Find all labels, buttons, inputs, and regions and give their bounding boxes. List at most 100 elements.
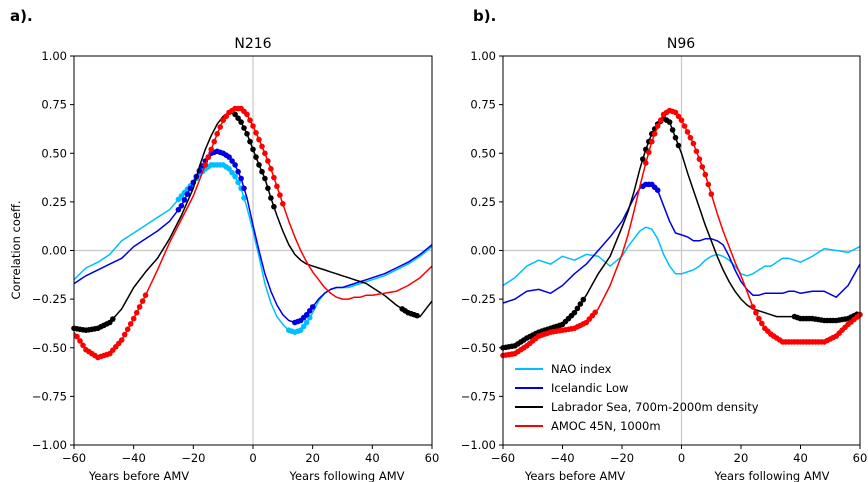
significance-marker bbox=[693, 148, 700, 155]
significance-marker bbox=[297, 327, 304, 334]
series-line bbox=[502, 117, 861, 349]
significance-marker bbox=[238, 119, 244, 125]
y-tick-label: 0.50 bbox=[470, 146, 496, 160]
significance-marker bbox=[262, 150, 268, 157]
significance-marker bbox=[244, 131, 250, 137]
significance-marker bbox=[750, 304, 756, 310]
series-line bbox=[502, 183, 861, 304]
significance-marker bbox=[675, 142, 682, 149]
significance-marker bbox=[223, 113, 229, 120]
panel-b-xlabel-left: Years before AMV bbox=[524, 469, 625, 482]
significance-marker bbox=[699, 164, 706, 170]
significance-marker bbox=[574, 305, 581, 312]
y-tick-label: 0.75 bbox=[41, 98, 67, 112]
significance-marker bbox=[300, 323, 307, 330]
y-tick-label: −1.00 bbox=[461, 438, 496, 452]
significance-marker bbox=[571, 309, 578, 316]
panel-b-series-labrador-sea-700m-2000m-density bbox=[500, 115, 861, 351]
significance-marker bbox=[303, 311, 310, 318]
y-tick-label: 0.00 bbox=[470, 244, 496, 258]
significance-marker bbox=[208, 146, 214, 153]
y-tick-label: −0.50 bbox=[32, 341, 67, 355]
significance-marker bbox=[238, 175, 244, 182]
significance-marker bbox=[232, 111, 238, 118]
panel-a-ylabel: Correlation coeff. bbox=[9, 200, 23, 299]
significance-marker bbox=[684, 129, 691, 135]
significance-marker bbox=[187, 185, 194, 192]
significance-marker bbox=[133, 309, 140, 316]
panel-b-series-icelandic-low bbox=[502, 181, 861, 304]
x-tick-label: 40 bbox=[793, 451, 808, 465]
significance-marker bbox=[414, 312, 420, 319]
significance-marker bbox=[247, 138, 253, 145]
significance-marker bbox=[241, 185, 247, 192]
legend-label: Labrador Sea, 700m-2000m density bbox=[551, 400, 759, 414]
panel-a-series-labrador-sea-700m-2000m-density bbox=[71, 111, 433, 334]
legend-item: NAO index bbox=[515, 362, 612, 376]
significance-marker bbox=[274, 183, 280, 190]
significance-marker bbox=[262, 175, 268, 182]
significance-marker bbox=[181, 197, 188, 203]
significance-marker bbox=[654, 187, 661, 193]
significance-marker bbox=[202, 162, 209, 168]
series-line bbox=[73, 164, 433, 333]
significance-marker bbox=[110, 316, 116, 322]
y-tick-label: −0.75 bbox=[32, 389, 67, 403]
significance-marker bbox=[256, 162, 262, 168]
y-tick-label: −0.75 bbox=[461, 389, 496, 403]
legend-label: AMOC 45N, 1000m bbox=[551, 419, 661, 433]
panel-a-zero-lines bbox=[74, 56, 432, 445]
significance-marker bbox=[646, 149, 652, 156]
legend-item: Labrador Sea, 700m-2000m density bbox=[515, 400, 759, 414]
significance-marker bbox=[678, 117, 685, 123]
significance-marker bbox=[592, 309, 598, 316]
significance-marker bbox=[265, 158, 271, 164]
series-line bbox=[73, 150, 433, 324]
y-tick-label: −0.25 bbox=[32, 292, 67, 306]
legend-label: Icelandic Low bbox=[551, 381, 628, 395]
x-tick-label: 40 bbox=[365, 451, 380, 465]
significance-marker bbox=[280, 201, 286, 207]
significance-marker bbox=[681, 123, 688, 129]
significance-marker bbox=[124, 326, 131, 333]
significance-marker bbox=[241, 125, 247, 131]
panel-b-ticks: −60 −40 −20 0 20 40 60 −1.00 −0.75 −0.50 −0.25 0.00… bbox=[461, 49, 868, 465]
significance-marker bbox=[142, 292, 149, 299]
significance-marker bbox=[229, 169, 235, 176]
x-tick-label: 60 bbox=[853, 451, 868, 465]
significance-marker bbox=[214, 131, 220, 137]
significance-marker bbox=[175, 206, 182, 213]
significance-marker bbox=[226, 154, 232, 160]
significance-marker bbox=[184, 191, 191, 197]
y-tick-label: 0.50 bbox=[41, 146, 67, 160]
significance-marker bbox=[220, 117, 226, 123]
significance-marker bbox=[139, 298, 146, 304]
y-tick-label: −0.50 bbox=[461, 341, 496, 355]
panel-b: b). N96 Years before AMV Years following… bbox=[461, 7, 868, 482]
significance-marker bbox=[672, 109, 679, 116]
panel-a-xlabel-left: Years before AMV bbox=[88, 469, 189, 482]
significance-marker bbox=[657, 117, 664, 123]
panel-a-ticks: −60 −40 −20 0 20 40 60 −1.00 −0.75 −0.50 −0.25 0.00… bbox=[32, 49, 440, 465]
panel-b-title: N96 bbox=[667, 36, 695, 52]
x-tick-label: −20 bbox=[181, 451, 205, 465]
significance-marker bbox=[640, 156, 646, 162]
significance-marker bbox=[702, 171, 709, 178]
significance-marker bbox=[136, 304, 143, 310]
x-tick-label: 20 bbox=[734, 451, 749, 465]
significance-marker bbox=[643, 160, 649, 166]
panel-b-letter: b). bbox=[473, 7, 496, 25]
panel-a-series-amoc-45n-1000m bbox=[73, 105, 433, 361]
y-tick-label: 1.00 bbox=[470, 49, 496, 63]
significance-marker bbox=[118, 337, 125, 343]
significance-marker bbox=[232, 162, 238, 168]
significance-marker bbox=[705, 181, 712, 188]
significance-marker bbox=[672, 134, 679, 141]
significance-marker bbox=[303, 319, 310, 326]
significance-marker bbox=[235, 179, 241, 186]
significance-marker bbox=[271, 174, 277, 181]
legend-item: Icelandic Low bbox=[515, 381, 628, 395]
significance-marker bbox=[649, 138, 655, 145]
y-tick-label: 0.75 bbox=[470, 98, 496, 112]
